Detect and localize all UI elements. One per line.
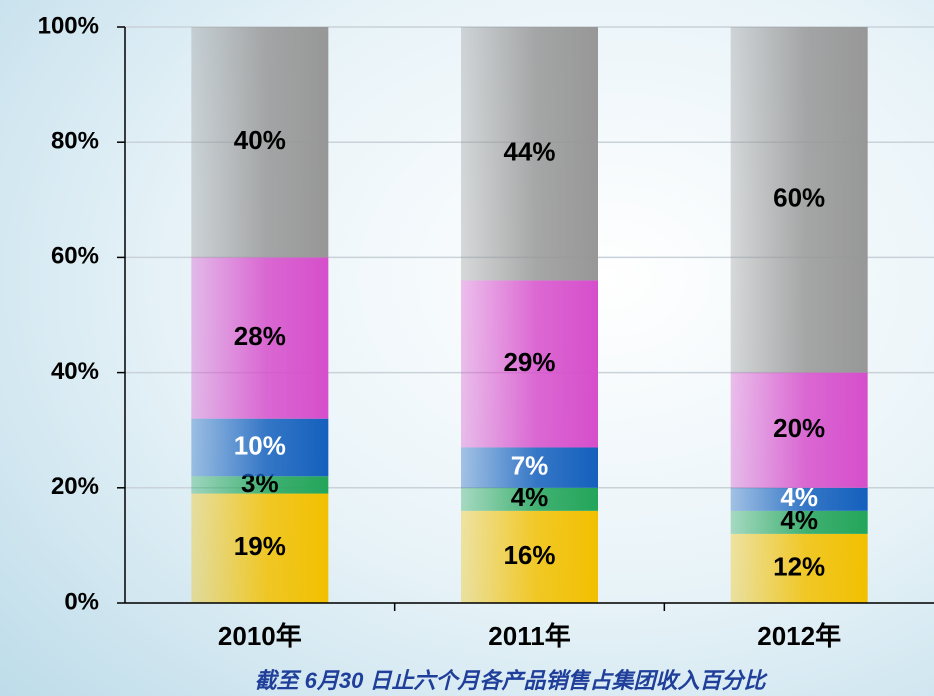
bar-segment: [461, 447, 598, 488]
y-tick-label: 0%: [64, 588, 99, 615]
y-tick-label: 60%: [51, 243, 99, 270]
bar-segment: [730, 372, 868, 488]
x-tick-label: 2012年: [757, 621, 841, 651]
value-label: 12%: [773, 551, 825, 581]
bar-segment: [191, 27, 329, 258]
value-label: 44%: [503, 137, 555, 167]
value-label: 28%: [234, 321, 286, 351]
value-label: 16%: [503, 540, 555, 570]
bar-segment: [191, 493, 329, 603]
bar-segment: [730, 533, 868, 603]
x-tick-label: 2010年: [218, 621, 302, 651]
bar-segment: [191, 418, 329, 477]
value-label: 40%: [234, 125, 286, 155]
y-tick-label: 20%: [51, 473, 99, 500]
bar-segment: [461, 280, 598, 448]
value-label: 60%: [773, 183, 825, 213]
value-label: 20%: [773, 413, 825, 443]
bar-segment: [191, 476, 329, 494]
bar-segment: [730, 27, 868, 373]
y-tick-label: 100%: [38, 12, 99, 39]
x-tick-label: 2011年: [488, 621, 570, 651]
value-label: 29%: [503, 347, 555, 377]
value-label: 10%: [234, 430, 286, 460]
y-tick-label: 40%: [51, 358, 99, 385]
caption: 截至 6月30 日止六个月各产品销售占集团收入百分比: [255, 668, 769, 693]
bar-segment: [730, 510, 868, 534]
bar-segment: [461, 487, 598, 511]
value-label: 7%: [511, 451, 549, 481]
bar-segment: [461, 27, 598, 281]
y-tick-label: 80%: [51, 128, 99, 155]
bar-segment: [191, 257, 329, 419]
bar-segment: [730, 487, 868, 511]
value-label: 19%: [234, 531, 286, 561]
bar-segment: [461, 510, 598, 603]
